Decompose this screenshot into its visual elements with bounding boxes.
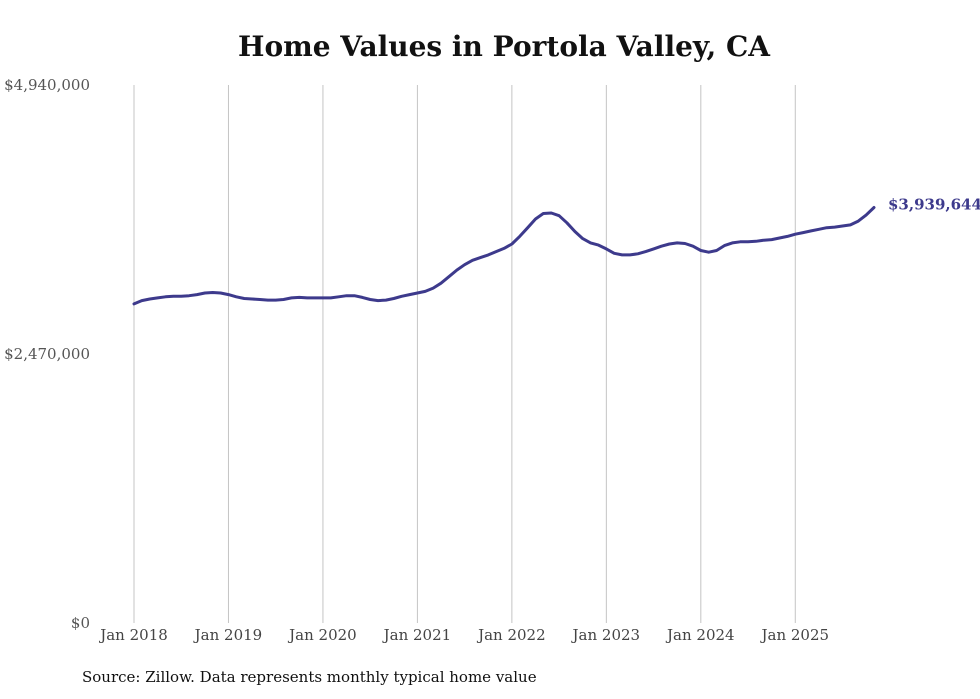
chart-title: Home Values in Portola Valley, CA [237, 30, 771, 63]
line-chart: $0$2,470,000$4,940,000 Jan 2018 Jan 2019 J… [4, 76, 980, 644]
x-tick-label: Jan 2022 [476, 626, 546, 644]
x-axis-labels: Jan 2018 Jan 2019 Jan 2020 Jan 2021 Jan 2022… [98, 626, 829, 644]
y-axis-labels: $0 $2,470,000 $4,940,000 [4, 76, 90, 632]
x-tick-label: Jan 2025 [759, 626, 829, 644]
source-note: Source: Zillow. Data represents monthly … [82, 668, 537, 686]
x-tick-label: Jan 2021 [382, 626, 452, 644]
series-line [132, 206, 876, 306]
x-tick-label: Jan 2024 [665, 626, 735, 644]
x-tick-label: Jan 2020 [287, 626, 357, 644]
end-value-label: $3,939,644 [888, 196, 980, 214]
y-tick-label: $2,470,000 [4, 345, 90, 363]
x-tick-label: Jan 2019 [193, 626, 263, 644]
series-layer: $3,939,644 [132, 196, 980, 306]
y-tick-label: $4,940,000 [4, 76, 90, 94]
gridlines [133, 85, 796, 623]
x-tick-label: Jan 2018 [98, 626, 168, 644]
y-tick-label: $0 [71, 614, 90, 632]
x-tick-label: Jan 2023 [571, 626, 641, 644]
